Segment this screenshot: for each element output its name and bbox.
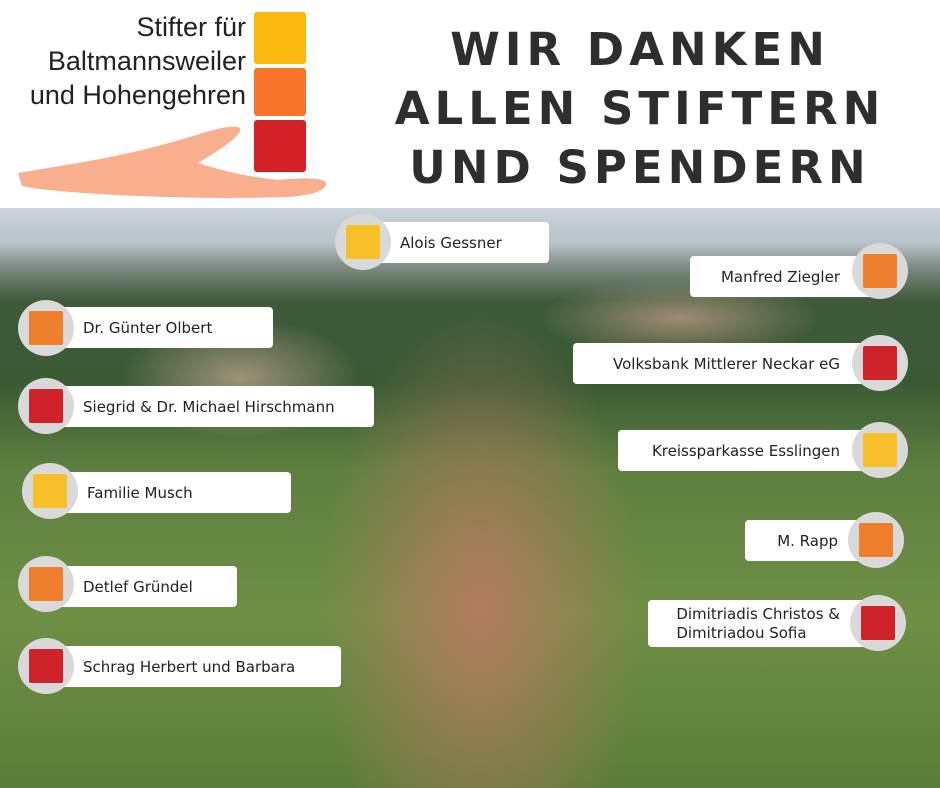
donor-name: M. Rapp bbox=[777, 531, 838, 550]
donor-name: Detlef Gründel bbox=[83, 577, 193, 596]
logo-line: Baltmannsweiler bbox=[47, 46, 246, 76]
page-title: WIR DANKEN ALLEN STIFTERN UND SPENDERN bbox=[370, 20, 910, 197]
donor-name: Schrag Herbert und Barbara bbox=[83, 657, 296, 676]
donor-name: Kreissparkasse Esslingen bbox=[651, 441, 840, 460]
color-square-icon bbox=[861, 606, 895, 640]
donor-color-badge bbox=[18, 378, 74, 434]
donor-color-badge bbox=[852, 335, 908, 391]
donor-color-badge bbox=[22, 463, 78, 519]
color-square-icon bbox=[33, 474, 67, 508]
logo-line: Stifter für bbox=[136, 12, 246, 42]
donor-name: Alois Gessner bbox=[400, 233, 502, 252]
title-line: WIR DANKEN bbox=[450, 23, 830, 76]
donor-label: Dimitriadis Christos & Dimitriadou Sofia bbox=[648, 600, 880, 647]
title-line: UND SPENDERN bbox=[409, 141, 871, 194]
donor-color-badge bbox=[852, 422, 908, 478]
donor-name: Siegrid & Dr. Michael Hirschmann bbox=[83, 397, 335, 416]
donor-name-line: Dimitriadou Sofia bbox=[676, 623, 807, 642]
color-square-icon bbox=[29, 649, 63, 683]
header: Stifter für Baltmannsweiler und Hohengeh… bbox=[0, 0, 940, 208]
donor-label: Siegrid & Dr. Michael Hirschmann bbox=[46, 386, 374, 427]
title-line: ALLEN STIFTERN bbox=[394, 82, 886, 135]
logo-orange-square bbox=[254, 68, 306, 116]
donor-color-badge bbox=[18, 300, 74, 356]
donor-label: Alois Gessner bbox=[363, 222, 549, 263]
donor-color-badge bbox=[848, 512, 904, 568]
color-square-icon bbox=[863, 346, 897, 380]
donor-name: Dimitriadis Christos & Dimitriadou Sofia bbox=[676, 605, 840, 643]
logo-text: Stifter für Baltmannsweiler und Hohengeh… bbox=[26, 10, 246, 112]
color-square-icon bbox=[863, 433, 897, 467]
donor-label: Kreissparkasse Esslingen bbox=[618, 430, 880, 471]
donor-label: Dr. Günter Olbert bbox=[46, 307, 273, 348]
donor-color-badge bbox=[18, 638, 74, 694]
donor-color-badge bbox=[852, 243, 908, 299]
donor-label: Manfred Ziegler bbox=[690, 256, 880, 297]
color-square-icon bbox=[29, 311, 63, 345]
logo-line: und Hohengehren bbox=[29, 80, 246, 110]
logo-red-square bbox=[254, 120, 306, 172]
donor-label: Familie Musch bbox=[50, 472, 291, 513]
color-square-icon bbox=[859, 523, 893, 557]
donor-label: Detlef Gründel bbox=[46, 566, 237, 607]
logo-yellow-square bbox=[254, 12, 306, 64]
donor-name: Familie Musch bbox=[87, 483, 193, 502]
color-square-icon bbox=[29, 389, 63, 423]
donor-name-line: Dimitriadis Christos & bbox=[676, 604, 840, 623]
donor-color-badge bbox=[335, 214, 391, 270]
donor-label: Schrag Herbert und Barbara bbox=[46, 646, 341, 687]
donor-color-badge bbox=[850, 595, 906, 651]
donor-label: Volksbank Mittlerer Neckar eG bbox=[573, 343, 880, 384]
color-square-icon bbox=[346, 225, 380, 259]
donor-name: Volksbank Mittlerer Neckar eG bbox=[613, 354, 840, 373]
donor-name: Dr. Günter Olbert bbox=[83, 318, 213, 337]
color-square-icon bbox=[863, 254, 897, 288]
donor-color-badge bbox=[18, 556, 74, 612]
hand-icon bbox=[18, 126, 327, 198]
color-square-icon bbox=[29, 567, 63, 601]
donor-name: Manfred Ziegler bbox=[720, 267, 840, 286]
